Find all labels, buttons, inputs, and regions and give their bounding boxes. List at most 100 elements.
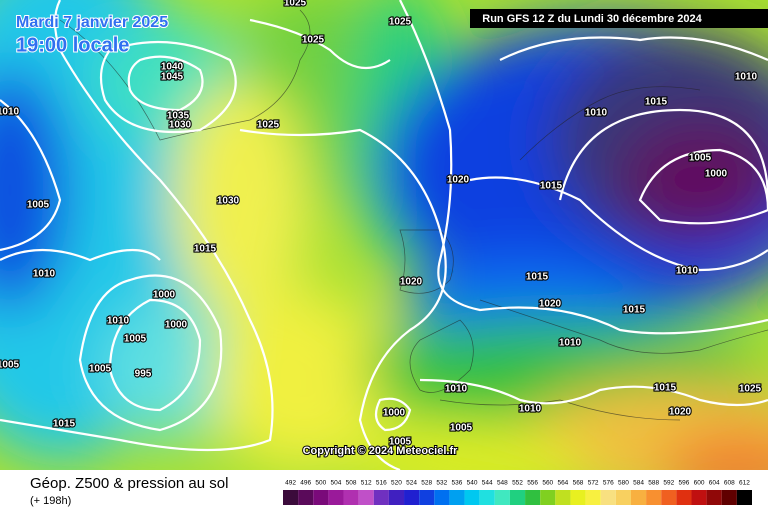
isobar-label: 1015 bbox=[53, 419, 76, 430]
legend-label: 576 bbox=[603, 480, 614, 487]
legend-swatch bbox=[419, 490, 435, 505]
legend-label: 528 bbox=[421, 480, 432, 487]
isobar-label: 1030 bbox=[217, 196, 240, 207]
forecast-lead: (+ 198h) bbox=[30, 495, 71, 507]
legend-swatch bbox=[358, 490, 374, 505]
legend-label: 532 bbox=[436, 480, 447, 487]
forecast-time: 19:00 locale bbox=[16, 34, 129, 56]
legend-swatch bbox=[298, 490, 314, 505]
legend-label: 516 bbox=[376, 480, 387, 487]
isobar-label: 1010 bbox=[519, 404, 542, 415]
legend-label: 536 bbox=[452, 480, 463, 487]
forecast-date: Mardi 7 janvier 2025 bbox=[16, 14, 168, 31]
legend-swatch bbox=[615, 490, 631, 505]
legend-label: 520 bbox=[391, 480, 402, 487]
legend-label: 512 bbox=[361, 480, 372, 487]
isobar-label: 1010 bbox=[0, 107, 20, 118]
legend-label: 540 bbox=[467, 480, 478, 487]
isobar-label: 1015 bbox=[623, 305, 646, 316]
isobar-label: 1020 bbox=[447, 175, 470, 186]
legend-label: 560 bbox=[542, 480, 553, 487]
isobar-label: 1025 bbox=[257, 120, 280, 131]
legend-label: 604 bbox=[709, 480, 720, 487]
isobar-label: 1005 bbox=[0, 360, 20, 371]
isobar-label: 1025 bbox=[302, 35, 325, 46]
isobars bbox=[0, 0, 768, 470]
color-legend: 492 496 500 504 508 512 516 520 524 528 532 536 540 5… bbox=[283, 480, 752, 505]
isobar-label: 1010 bbox=[107, 316, 130, 327]
legend-swatch bbox=[555, 490, 571, 505]
legend-label: 572 bbox=[588, 480, 599, 487]
isobar-label: 1000 bbox=[153, 290, 176, 301]
legend-swatch bbox=[525, 490, 541, 505]
isobar-label: 1005 bbox=[27, 200, 50, 211]
isobar-label: 1015 bbox=[654, 383, 677, 394]
legend-swatch bbox=[464, 490, 480, 505]
legend-label: 496 bbox=[300, 480, 311, 487]
legend-label: 600 bbox=[694, 480, 705, 487]
legend-swatch bbox=[283, 490, 299, 505]
legend-swatch bbox=[706, 490, 722, 505]
isobar-label: 1025 bbox=[389, 17, 412, 28]
isobar-label: 1025 bbox=[739, 384, 762, 395]
isobar-labels: 1025102510251040104510351030102510301010… bbox=[0, 0, 763, 449]
legend-swatch bbox=[449, 490, 465, 505]
legend-swatch bbox=[388, 490, 405, 505]
legend-swatch bbox=[494, 490, 510, 505]
footer-title: Géop. Z500 & pression au sol bbox=[30, 475, 228, 492]
legend-label: 500 bbox=[315, 480, 326, 487]
isobar-label: 1010 bbox=[676, 266, 699, 277]
isobar-label: 1030 bbox=[169, 120, 192, 131]
legend-swatch bbox=[721, 490, 737, 505]
isobar-label: 1005 bbox=[124, 334, 147, 345]
legend-label: 596 bbox=[678, 480, 689, 487]
copyright: Copyright © 2024 Meteociel.fr bbox=[303, 445, 459, 457]
legend-swatch bbox=[691, 490, 707, 505]
legend-label: 492 bbox=[285, 480, 296, 487]
legend-label: 524 bbox=[406, 480, 417, 487]
isobar-label: 1005 bbox=[450, 423, 473, 434]
legend-label: 544 bbox=[482, 480, 493, 487]
legend-label: 568 bbox=[573, 480, 584, 487]
isobar-label: 1020 bbox=[669, 407, 692, 418]
legend-swatch bbox=[600, 490, 616, 505]
isobar-label: 1015 bbox=[194, 244, 217, 255]
legend-swatch bbox=[661, 490, 677, 505]
legend-label: 580 bbox=[618, 480, 629, 487]
legend-label: 564 bbox=[557, 480, 568, 487]
legend-label: 592 bbox=[663, 480, 674, 487]
legend-swatch bbox=[540, 490, 556, 505]
legend-swatch bbox=[585, 490, 601, 505]
legend-swatch bbox=[404, 490, 420, 505]
legend-label: 556 bbox=[527, 480, 538, 487]
legend-swatch bbox=[343, 490, 359, 505]
legend-swatch bbox=[509, 490, 526, 505]
legend-swatch bbox=[646, 490, 662, 505]
legend-swatch bbox=[479, 490, 495, 505]
isobar-label: 1025 bbox=[284, 0, 307, 9]
legend-swatch bbox=[676, 490, 692, 505]
isobar-label: 1000 bbox=[383, 408, 406, 419]
isobar-label: 1000 bbox=[165, 320, 188, 331]
isobar-label: 1010 bbox=[33, 269, 56, 280]
legend-swatch bbox=[736, 490, 752, 505]
legend-label: 588 bbox=[648, 480, 659, 487]
isobar-label: 995 bbox=[135, 369, 152, 380]
legend-swatch bbox=[570, 490, 586, 505]
legend-label: 552 bbox=[512, 480, 523, 487]
legend-label: 548 bbox=[497, 480, 508, 487]
isobar-label: 1010 bbox=[735, 72, 758, 83]
legend-label: 584 bbox=[633, 480, 644, 487]
run-info: Run GFS 12 Z du Lundi 30 décembre 2024 bbox=[482, 13, 702, 25]
isobar-label: 1015 bbox=[645, 97, 668, 108]
isobar-label: 1045 bbox=[161, 72, 184, 83]
isobar-label: 1005 bbox=[389, 437, 412, 448]
legend-label: 508 bbox=[346, 480, 357, 487]
isobar-label: 1015 bbox=[540, 181, 563, 192]
isobar-label: 1000 bbox=[705, 169, 728, 180]
legend-label: 504 bbox=[331, 480, 342, 487]
legend-label: 608 bbox=[724, 480, 735, 487]
isobar-label: 1020 bbox=[539, 299, 562, 310]
isobar-label: 1015 bbox=[526, 272, 549, 283]
